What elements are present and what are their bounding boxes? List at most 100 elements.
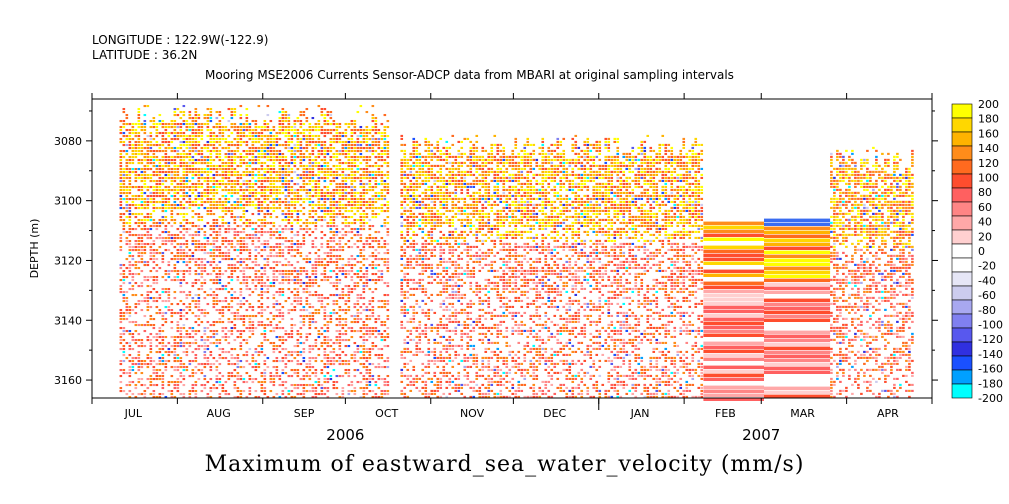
heatmap-cell (158, 368, 162, 372)
heatmap-cell (338, 245, 342, 249)
heatmap-cell (215, 110, 219, 114)
heatmap-cell (215, 152, 219, 156)
heatmap-cell (140, 392, 144, 396)
heatmap-cell (179, 164, 183, 168)
heatmap-cell (122, 371, 126, 375)
heatmap-cell (374, 344, 378, 348)
heatmap-cell (242, 122, 246, 126)
heatmap-cell (266, 323, 270, 327)
heatmap-cell (362, 224, 366, 228)
heatmap-cell (143, 248, 147, 252)
heatmap-cell (122, 326, 126, 330)
heatmap-cell (263, 125, 267, 129)
heatmap-cell (347, 158, 351, 162)
heatmap-cell (122, 314, 126, 318)
heatmap-cell (335, 299, 339, 303)
heatmap-cell (272, 293, 276, 297)
heatmap-cell (332, 176, 336, 180)
heatmap-cell (245, 263, 249, 267)
heatmap-cell (143, 179, 147, 183)
heatmap-cell (353, 221, 357, 225)
heatmap-cell (176, 203, 180, 207)
heatmap-cell (347, 215, 351, 219)
heatmap-cell (197, 125, 201, 129)
heatmap-cell (326, 314, 330, 318)
heatmap-cell (194, 260, 198, 264)
heatmap-cell (305, 254, 309, 258)
heatmap-cell (284, 275, 288, 279)
heatmap-cell (239, 293, 243, 297)
heatmap-cell (140, 284, 144, 288)
heatmap-cell (329, 293, 333, 297)
heatmap-cell (299, 158, 303, 162)
heatmap-cell (137, 377, 141, 381)
heatmap-cell (296, 116, 300, 120)
heatmap-cell (278, 167, 282, 171)
heatmap-cell (368, 314, 372, 318)
heatmap-cell (338, 266, 342, 270)
heatmap-cell (182, 158, 186, 162)
heatmap-cell (371, 245, 375, 249)
heatmap-cell (233, 227, 237, 231)
heatmap-cell (167, 275, 171, 279)
heatmap-cell (308, 317, 312, 321)
heatmap-cell (254, 389, 258, 393)
heatmap-cell (350, 287, 354, 291)
heatmap-cell (182, 212, 186, 216)
heatmap-cell (191, 125, 195, 129)
heatmap-cell (236, 314, 240, 318)
heatmap-cell (161, 260, 165, 264)
heatmap-cell (335, 386, 339, 390)
heatmap-cell (131, 161, 135, 165)
heatmap-cell (119, 236, 123, 240)
heatmap-cell (281, 179, 285, 183)
heatmap-cell (248, 164, 252, 168)
heatmap-cell (272, 206, 276, 210)
heatmap-cell (194, 389, 198, 393)
heatmap-cell (152, 392, 156, 396)
heatmap-cell (260, 155, 264, 159)
heatmap-cell (152, 218, 156, 222)
heatmap-cell (359, 326, 363, 330)
heatmap-cell (254, 377, 258, 381)
heatmap-cell (305, 107, 309, 111)
heatmap-cell (230, 296, 234, 300)
heatmap-cell (176, 134, 180, 138)
heatmap-cell (299, 209, 303, 213)
heatmap-cell (176, 182, 180, 186)
heatmap-cell (173, 194, 177, 198)
heatmap-cell (400, 281, 404, 284)
heatmap-cell (275, 149, 279, 153)
heatmap-cell (335, 125, 339, 129)
heatmap-cell (275, 188, 279, 192)
heatmap-cell (119, 215, 123, 219)
heatmap-cell (383, 143, 387, 147)
heatmap-cell (281, 314, 285, 318)
heatmap-cell (191, 191, 195, 195)
heatmap-cell (281, 155, 285, 159)
heatmap-cell (188, 221, 192, 225)
heatmap-cell (227, 224, 231, 228)
heatmap-cell (230, 263, 234, 267)
heatmap-cell (248, 287, 252, 291)
heatmap-cell (356, 344, 360, 348)
heatmap-cell (128, 329, 132, 333)
heatmap-cell (155, 311, 159, 315)
heatmap-cell (179, 146, 183, 150)
heatmap-cell (356, 143, 360, 147)
heatmap-cell (227, 155, 231, 159)
heatmap-cell (400, 233, 404, 236)
heatmap-cell (218, 341, 222, 345)
heatmap-cell (272, 275, 276, 279)
heatmap-cell (380, 146, 384, 150)
heatmap-cell (125, 191, 129, 195)
heatmap-cell (224, 173, 228, 177)
heatmap-cell (353, 287, 357, 291)
heatmap-cell (176, 122, 180, 126)
heatmap-cell (302, 350, 306, 354)
heatmap-cell (146, 104, 150, 108)
heatmap-cell (239, 359, 243, 363)
heatmap-cell (371, 212, 375, 216)
heatmap-cell (227, 317, 231, 321)
heatmap-cell (185, 368, 189, 372)
